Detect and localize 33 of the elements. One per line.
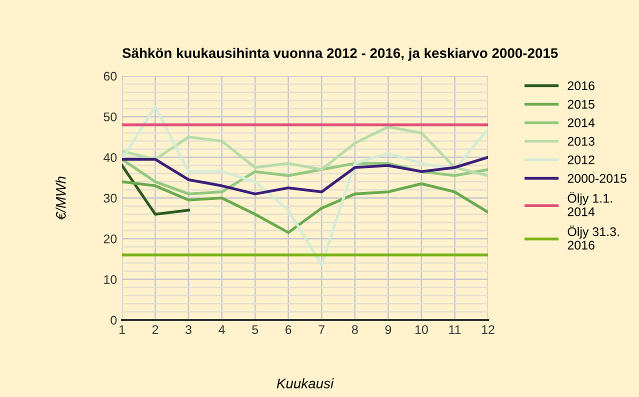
legend-label: 2000-2015 [568,174,626,183]
line-series [122,125,488,178]
line-series [122,105,488,266]
legend-label: 2015 [568,100,594,109]
y-tick-label: 0 [110,316,117,325]
x-tick-label: 12 [482,325,494,334]
legend-label: 2016 [568,81,594,90]
y-tick-label: 10 [104,275,117,284]
x-tick-label: 3 [186,325,192,334]
x-tick-label: 1 [119,325,125,334]
legend-label: Öljy 1.1. 2014 [568,192,612,216]
y-tick-label: 60 [104,72,117,81]
line-series [122,180,488,234]
legend-label: 2012 [568,155,594,164]
x-tick-label: 6 [286,325,292,334]
y-tick-label: 40 [104,153,117,162]
x-tick-label: 10 [415,325,428,334]
x-axis-title: Kuukausi [276,378,334,388]
legend-label: 2014 [568,118,595,128]
y-tick-label: 30 [104,194,117,203]
x-tick-label: 11 [449,325,461,334]
legend-label: Öljy 31.3. 2016 [568,226,619,250]
legend-label: 2013 [568,136,594,146]
y-tick-label: 50 [104,112,117,122]
x-tick-label: 7 [318,325,324,334]
chart-title: Sähkön kuukausihinta vuonna 2012 - 2016, ja keskiarvo 2000-2015 [122,48,558,61]
x-tick-label: 8 [352,325,358,334]
x-tick-label: 5 [252,325,258,334]
y-axis-title: €/MWh [56,176,66,220]
x-tick-label: 4 [218,325,225,334]
x-tick-label: 2 [152,325,158,334]
y-tick-label: 20 [104,234,117,244]
x-tick-label: 9 [385,325,392,334]
